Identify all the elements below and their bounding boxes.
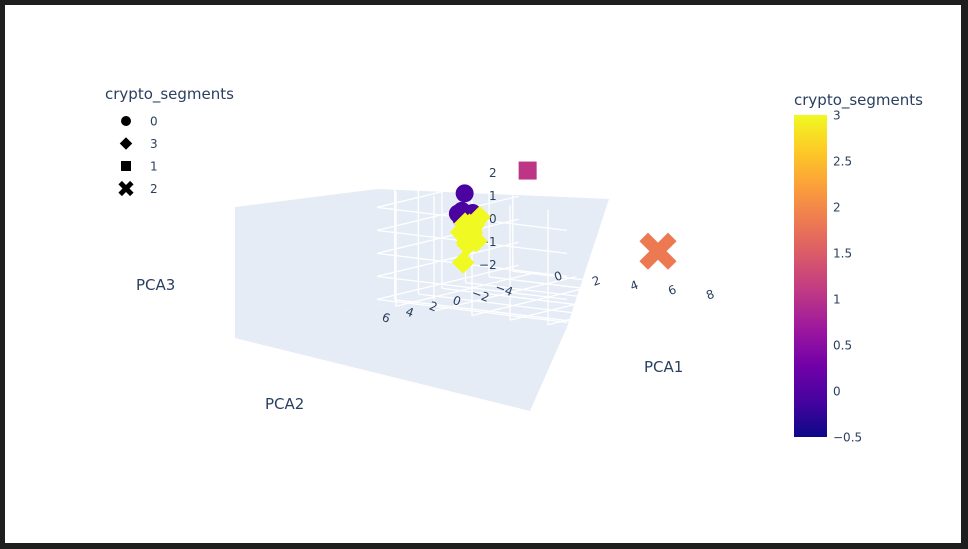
legend-label: 2 xyxy=(150,182,158,196)
legend-symbol-circle xyxy=(121,116,131,126)
scene-grid-lines xyxy=(376,156,703,326)
tick-label-pca2: −2 xyxy=(470,286,491,305)
grid-line xyxy=(376,298,568,324)
grid-line xyxy=(376,275,568,301)
tick-label-pca1: 8 xyxy=(704,287,716,303)
colorbar-title: crypto_segments xyxy=(794,91,923,110)
data-point-segment-3 xyxy=(465,229,488,253)
grid-line xyxy=(441,287,632,312)
legend-symbol-diamond xyxy=(119,137,133,150)
data-point-segment-3 xyxy=(451,251,475,274)
tick-label-pca1: 0 xyxy=(552,268,564,284)
colorbar-tick-label: 1.5 xyxy=(833,247,852,261)
plot-frame: 0 2 4 6 8 −4 −2 0 2 4 6 −2 −1 0 1 2 PCA1 PCA2 PCA3 cryp… xyxy=(5,5,961,543)
tick-label-pca3: 2 xyxy=(489,166,497,180)
tick-label-pca3: −2 xyxy=(479,258,497,272)
tick-label-pca3: 1 xyxy=(489,189,497,203)
legend-title: crypto_segments xyxy=(105,85,234,104)
tick-label-pca1: 2 xyxy=(590,273,602,289)
axis-title-pca2: PCA2 xyxy=(265,395,304,413)
data-point-segment-0 xyxy=(455,184,474,203)
grid-line xyxy=(547,289,690,326)
scene-3d[interactable] xyxy=(235,156,703,411)
tick-label-pca1: 4 xyxy=(628,278,640,294)
colorbar-tick-label: 3 xyxy=(833,109,841,123)
grid-line xyxy=(376,218,519,255)
grid-line xyxy=(394,299,585,324)
tick-label-pca2: 4 xyxy=(404,304,416,320)
axis-title-pca3: PCA3 xyxy=(136,276,175,294)
grid-line xyxy=(418,293,609,318)
grid-line xyxy=(395,271,538,307)
grid-line xyxy=(512,270,703,295)
colorbar-tick-label: 0 xyxy=(833,385,841,399)
grid-line xyxy=(471,280,614,317)
tick-label-pca1: 6 xyxy=(666,282,678,298)
grid-line xyxy=(376,241,519,278)
legend-label: 1 xyxy=(150,160,158,174)
legend-label: 0 xyxy=(150,115,158,129)
data-point-segment-1 xyxy=(518,161,537,180)
tick-label-pca2: 6 xyxy=(380,310,392,326)
colorbar-tick-label: −0.5 xyxy=(833,431,862,445)
data-point-segment-3 xyxy=(458,213,481,236)
colorbar-tick-label: 2 xyxy=(833,201,841,215)
legend-symbol-x xyxy=(118,180,134,197)
legend: crypto_segments 0 3 1 2 xyxy=(105,85,234,197)
colorbar: crypto_segments 3 2.5 2 1.5 1 0.5 0 −0.5 xyxy=(794,91,923,445)
grid-line xyxy=(433,276,576,312)
tick-label-pca2: 0 xyxy=(451,293,463,309)
tick-label-pca3: 0 xyxy=(489,212,497,226)
grid-line xyxy=(376,252,568,278)
colorbar-tick-label: 0.5 xyxy=(833,339,852,353)
grid-line xyxy=(509,285,652,321)
legend-label: 3 xyxy=(150,137,158,151)
tick-label-pca2: 2 xyxy=(427,299,439,315)
grid-line xyxy=(376,195,519,232)
scene-left-wall xyxy=(235,189,377,338)
colorbar-tick-label: 1 xyxy=(833,293,841,307)
legend-symbol-square xyxy=(121,161,131,171)
data-point-segment-2 xyxy=(639,232,677,270)
axis-title-pca1: PCA1 xyxy=(644,358,683,376)
grid-line xyxy=(489,276,680,301)
scene-floor xyxy=(235,304,567,411)
colorbar-tick-label: 2.5 xyxy=(833,155,852,169)
tick-label-pca2: −4 xyxy=(493,280,514,299)
grid-line xyxy=(376,264,519,301)
grid-line xyxy=(376,172,519,209)
grid-line xyxy=(465,281,656,307)
colorbar-gradient xyxy=(794,115,827,437)
